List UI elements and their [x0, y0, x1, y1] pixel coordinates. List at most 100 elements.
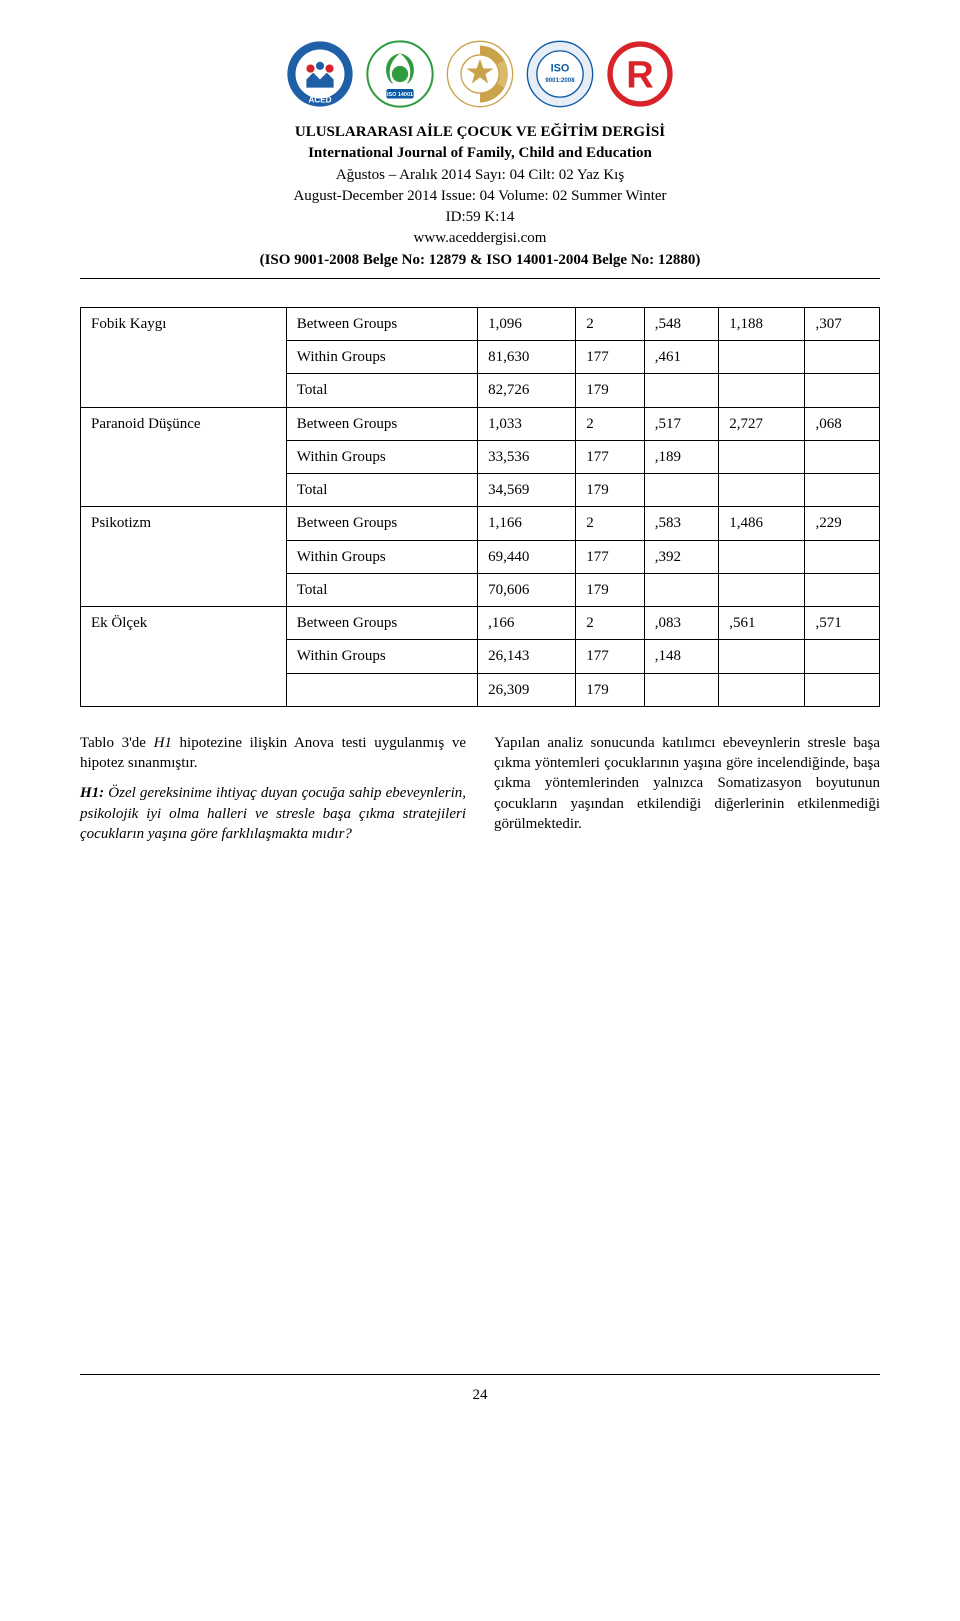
- table-cell: ,548: [644, 307, 718, 340]
- id-line: ID:59 K:14: [80, 207, 880, 227]
- table-cell: ,461: [644, 341, 718, 374]
- table-cell: 179: [576, 474, 645, 507]
- footer-rule: [80, 1374, 880, 1375]
- issue-line-en: August-December 2014 Issue: 04 Volume: 0…: [80, 186, 880, 206]
- header-rule: [80, 278, 880, 279]
- table-cell: Within Groups: [286, 341, 477, 374]
- table-cell: 179: [576, 673, 645, 706]
- table-cell: [805, 540, 880, 573]
- table-row: Paranoid DüşünceBetween Groups1,0332,517…: [81, 407, 880, 440]
- table-cell: 2: [576, 407, 645, 440]
- logo-row: ACED ISO 14001 ISO 9001:2008: [80, 40, 880, 108]
- table-cell: 177: [576, 341, 645, 374]
- table-cell: ,068: [805, 407, 880, 440]
- svg-text:9001:2008: 9001:2008: [545, 77, 575, 84]
- table-cell: [719, 640, 805, 673]
- iso9001-logo: ISO 9001:2008: [526, 40, 594, 108]
- table-cell: Within Groups: [286, 640, 477, 673]
- table-cell: ,392: [644, 540, 718, 573]
- table-cell: 69,440: [478, 540, 576, 573]
- table-cell: [805, 640, 880, 673]
- table-cell: [805, 474, 880, 507]
- table-cell: 2: [576, 507, 645, 540]
- table-cell: ,583: [644, 507, 718, 540]
- svg-text:ISO: ISO: [551, 62, 570, 74]
- journal-title-tr: ULUSLARARASI AİLE ÇOCUK VE EĞİTİM DERGİS…: [80, 122, 880, 142]
- table-cell: [719, 573, 805, 606]
- table-cell: Between Groups: [286, 307, 477, 340]
- table-cell: Between Groups: [286, 507, 477, 540]
- table-cell: 26,143: [478, 640, 576, 673]
- trademark-logo: R: [606, 40, 674, 108]
- table-cell: 1,033: [478, 407, 576, 440]
- table-cell: [719, 341, 805, 374]
- issue-line-tr: Ağustos – Aralık 2014 Sayı: 04 Cilt: 02 …: [80, 165, 880, 185]
- table-cell: [719, 474, 805, 507]
- body-columns: Tablo 3'de H1 hipotezine ilişkin Anova t…: [80, 733, 880, 854]
- table-cell: Total: [286, 573, 477, 606]
- table-cell: 81,630: [478, 341, 576, 374]
- table-cell: 33,536: [478, 440, 576, 473]
- table-cell: Total: [286, 374, 477, 407]
- table-cell: 82,726: [478, 374, 576, 407]
- table-cell: ,517: [644, 407, 718, 440]
- table-cell: [719, 540, 805, 573]
- journal-header: ULUSLARARASI AİLE ÇOCUK VE EĞİTİM DERGİS…: [80, 122, 880, 270]
- table-cell: 2,727: [719, 407, 805, 440]
- table-row: Ek ÖlçekBetween Groups,1662,083,561,571: [81, 607, 880, 640]
- table-cell: [805, 374, 880, 407]
- left-paragraph-1: Tablo 3'de H1 hipotezine ilişkin Anova t…: [80, 733, 466, 774]
- group-label-cell: Fobik Kaygı: [81, 307, 287, 407]
- svg-text:ACED: ACED: [308, 96, 331, 105]
- svg-text:R: R: [626, 55, 654, 97]
- table-cell: 179: [576, 573, 645, 606]
- table-cell: 2: [576, 607, 645, 640]
- table-cell: 179: [576, 374, 645, 407]
- table-cell: 26,309: [478, 673, 576, 706]
- table-cell: 177: [576, 640, 645, 673]
- table-cell: [805, 573, 880, 606]
- table-cell: Between Groups: [286, 607, 477, 640]
- table-cell: 70,606: [478, 573, 576, 606]
- right-paragraph-1: Yapılan analiz sonucunda katılımcı ebeve…: [494, 733, 880, 834]
- table-cell: ,148: [644, 640, 718, 673]
- table-cell: ,189: [644, 440, 718, 473]
- table-cell: 2: [576, 307, 645, 340]
- table-cell: ,229: [805, 507, 880, 540]
- table-cell: Total: [286, 474, 477, 507]
- table-cell: 177: [576, 540, 645, 573]
- table-cell: [719, 673, 805, 706]
- table-cell: ,571: [805, 607, 880, 640]
- h1-label: H1:: [80, 785, 104, 801]
- table-cell: [719, 440, 805, 473]
- table-cell: [719, 374, 805, 407]
- iso-line: (ISO 9001-2008 Belge No: 12879 & ISO 140…: [80, 250, 880, 270]
- table-row: Fobik KaygıBetween Groups1,0962,5481,188…: [81, 307, 880, 340]
- left-paragraph-2: H1: Özel gereksinime ihtiyaç duyan çocuğ…: [80, 783, 466, 844]
- table-cell: [644, 573, 718, 606]
- registered-logo: [446, 40, 514, 108]
- table-cell: Within Groups: [286, 540, 477, 573]
- group-label-cell: Psikotizm: [81, 507, 287, 607]
- table-cell: [805, 673, 880, 706]
- page-number: 24: [80, 1385, 880, 1405]
- table-cell: 177: [576, 440, 645, 473]
- h1-text: Özel gereksinime ihtiyaç duyan çocuğa sa…: [80, 785, 466, 842]
- table-cell: [644, 673, 718, 706]
- table-cell: [286, 673, 477, 706]
- left-p1-text: Tablo 3'de H1 hipotezine ilişkin Anova t…: [80, 735, 466, 771]
- table-cell: ,307: [805, 307, 880, 340]
- table-cell: [644, 474, 718, 507]
- svg-text:ISO 14001: ISO 14001: [387, 92, 413, 98]
- table-cell: 34,569: [478, 474, 576, 507]
- table-cell: 1,166: [478, 507, 576, 540]
- table-cell: Between Groups: [286, 407, 477, 440]
- table-cell: ,561: [719, 607, 805, 640]
- table-cell: Within Groups: [286, 440, 477, 473]
- table-cell: [805, 341, 880, 374]
- group-label-cell: Ek Ölçek: [81, 607, 287, 707]
- left-column: Tablo 3'de H1 hipotezine ilişkin Anova t…: [80, 733, 466, 854]
- aced-logo: ACED: [286, 40, 354, 108]
- ems-logo: ISO 14001: [366, 40, 434, 108]
- journal-title-en: International Journal of Family, Child a…: [80, 143, 880, 163]
